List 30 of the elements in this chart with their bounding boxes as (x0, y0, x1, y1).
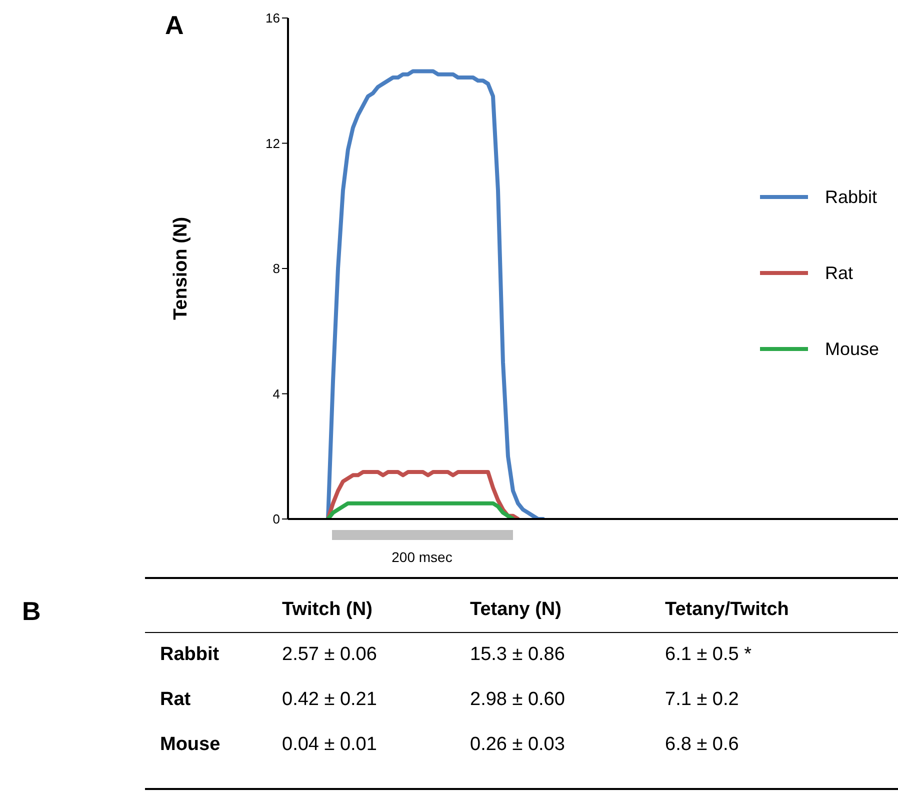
text: 2.98 ± 0.60 (470, 689, 565, 710)
text: 6.1 ± 0.5 * (665, 644, 752, 665)
y-tick-label: 0 (272, 512, 280, 527)
text: 0.26 ± 0.03 (470, 734, 565, 755)
category-label: Rat (160, 689, 191, 710)
text: 2.57 ± 0.06 (282, 644, 377, 665)
category-label: Mouse (160, 734, 220, 755)
category-label: Tetany (N) (470, 598, 562, 622)
line-series (326, 501, 515, 519)
line-series (326, 69, 545, 519)
line-series (326, 470, 520, 519)
text: 7.1 ± 0.2 (665, 689, 739, 710)
text: 0.04 ± 0.01 (282, 734, 377, 755)
y-axis-title: Tension (N) (170, 216, 192, 320)
legend-label: Rabbit (825, 186, 878, 208)
y-tick-label: 4 (272, 386, 280, 402)
y-tick-label: 8 (272, 261, 280, 276)
text: B (22, 596, 41, 626)
legend-label: Mouse (825, 338, 880, 360)
category-label: Rabbit (160, 644, 220, 665)
text: 0.42 ± 0.21 (282, 689, 377, 710)
category-label: Tetany/Twitch (665, 598, 789, 622)
text: 200 msec (390, 548, 454, 566)
chart-title: A (165, 10, 184, 40)
y-tick-label: 12 (266, 136, 280, 151)
legend-label: Rat (825, 262, 854, 284)
text: 15.3 ± 0.86 (470, 644, 565, 665)
text: 6.8 ± 0.6 (665, 734, 739, 755)
y-tick-label: 16 (266, 10, 280, 26)
category-label: Twitch (N) (282, 598, 372, 622)
